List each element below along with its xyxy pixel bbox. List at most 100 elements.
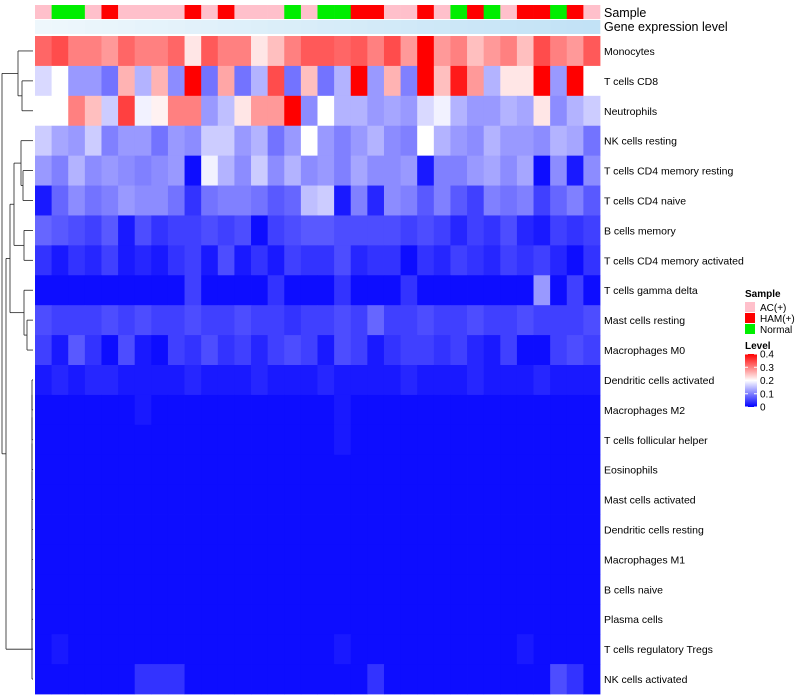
- heatmap-cell-8-27: [483, 275, 501, 306]
- heatmap-cell-12-4: [101, 394, 119, 426]
- heatmap-cell-11-1: [51, 365, 69, 396]
- heatmap-cell-9-12: [234, 305, 252, 336]
- heatmap-cell-19-27: [483, 604, 501, 635]
- heatmap-cell-7-2: [68, 245, 86, 276]
- sample-cell-2: [68, 5, 86, 19]
- heatmap-cell-16-6: [134, 514, 152, 545]
- heatmap-cell-5-30: [533, 185, 551, 216]
- heatmap-cell-2-13: [251, 95, 269, 127]
- heatmap-cell-20-3: [84, 634, 102, 665]
- heatmap-cell-15-13: [251, 484, 269, 515]
- heatmap-cell-10-27: [483, 335, 501, 366]
- heatmap-cell-20-20: [367, 634, 385, 665]
- heatmap-cell-6-10: [201, 215, 219, 246]
- heatmap-cell-8-24: [433, 275, 451, 306]
- row-label-14: Eosinophils: [604, 465, 658, 477]
- heatmap-cells: [35, 36, 601, 695]
- heatmap-cell-1-29: [516, 65, 534, 97]
- heatmap-cell-12-20: [367, 394, 385, 426]
- heatmap-cell-5-8: [167, 185, 185, 216]
- heatmap-cell-15-25: [450, 484, 468, 515]
- heatmap-cell-0-13: [251, 36, 269, 67]
- heatmap-cell-3-12: [234, 125, 252, 157]
- heatmap-cell-2-20: [367, 95, 385, 127]
- sample-cell-19: [350, 5, 368, 19]
- heatmap-cell-1-30: [533, 65, 551, 97]
- heatmap-cell-8-12: [234, 275, 252, 306]
- heatmap-cell-1-14: [267, 65, 285, 97]
- heatmap-cell-8-15: [284, 275, 302, 306]
- heatmap-cell-16-9: [184, 514, 202, 545]
- heatmap-cell-17-8: [167, 544, 185, 575]
- heatmap-cell-4-6: [134, 155, 152, 186]
- heatmap-cell-3-22: [400, 125, 418, 157]
- heatmap-cell-5-20: [367, 185, 385, 216]
- heatmap-cell-20-28: [500, 634, 518, 665]
- heatmap-cell-12-27: [483, 394, 501, 426]
- heatmap-cell-8-31: [550, 275, 568, 306]
- heatmap-cell-8-11: [217, 275, 235, 306]
- sample-cell-20: [367, 5, 385, 19]
- heatmap-cell-2-16: [300, 95, 318, 127]
- heatmap-cell-12-0: [35, 394, 53, 426]
- heatmap-cell-4-25: [450, 155, 468, 186]
- gene-cell-8: [167, 20, 185, 34]
- heatmap-cell-10-26: [467, 335, 485, 366]
- heatmap-cell-1-24: [433, 65, 451, 97]
- sample-cell-33: [583, 5, 601, 19]
- heatmap-cell-3-3: [84, 125, 102, 157]
- heatmap-cell-1-9: [184, 65, 202, 97]
- gene-cell-7: [151, 20, 169, 34]
- heatmap-cell-9-25: [450, 305, 468, 336]
- heatmap-cell-6-12: [234, 215, 252, 246]
- heatmap-cell-13-29: [516, 424, 534, 456]
- heatmap-cell-4-18: [334, 155, 352, 186]
- heatmap-cell-3-10: [201, 125, 219, 157]
- heatmap-cell-2-17: [317, 95, 335, 127]
- heatmap-cell-15-2: [68, 484, 86, 515]
- heatmap-cell-3-16: [300, 125, 318, 157]
- heatmap-cell-10-0: [35, 335, 53, 366]
- heatmap-cell-11-7: [151, 365, 169, 396]
- heatmap-cell-0-6: [134, 36, 152, 67]
- heatmap-cell-7-24: [433, 245, 451, 276]
- heatmap-cell-11-6: [134, 365, 152, 396]
- heatmap-cell-0-23: [417, 36, 435, 67]
- gene-cell-27: [483, 20, 501, 34]
- level-legend-label-0: 0.4: [760, 350, 774, 361]
- sample-cell-25: [450, 5, 468, 19]
- row-label-6: B cells memory: [604, 225, 677, 237]
- gene-cell-26: [467, 20, 484, 34]
- heatmap-cell-2-33: [583, 95, 601, 127]
- heatmap-cell-7-14: [267, 245, 285, 276]
- heatmap-cell-17-18: [334, 544, 352, 575]
- heatmap-cell-7-22: [400, 245, 418, 276]
- heatmap-cell-8-2: [68, 275, 86, 306]
- heatmap-cell-15-19: [350, 484, 368, 515]
- heatmap-cell-17-28: [500, 544, 518, 575]
- heatmap-cell-2-25: [450, 95, 468, 127]
- heatmap-cell-4-21: [383, 155, 401, 186]
- heatmap-cell-14-4: [101, 454, 119, 486]
- heatmap-cell-2-11: [217, 95, 235, 127]
- heatmap-cell-18-31: [550, 574, 568, 605]
- gene-cell-17: [317, 20, 335, 34]
- heatmap-cell-0-21: [383, 36, 401, 67]
- heatmap-cell-3-21: [383, 125, 401, 157]
- heatmap-cell-6-24: [433, 215, 451, 246]
- heatmap-cell-2-7: [151, 95, 169, 127]
- heatmap-cell-12-29: [516, 394, 534, 426]
- heatmap-cell-19-21: [383, 604, 401, 635]
- heatmap-cell-4-29: [516, 155, 534, 186]
- heatmap-cell-17-17: [317, 544, 335, 575]
- heatmap-cell-9-0: [35, 305, 53, 336]
- heatmap-cell-8-33: [583, 275, 601, 306]
- heatmap-cell-8-1: [51, 275, 69, 306]
- heatmap-cell-16-0: [35, 514, 53, 545]
- heatmap-cell-18-10: [201, 574, 219, 605]
- gene-cell-3: [84, 20, 102, 34]
- heatmap-cell-20-1: [51, 634, 69, 665]
- sample-legend-label-1: HAM(+): [760, 314, 795, 325]
- gene-cell-24: [433, 20, 451, 34]
- heatmap-cell-9-15: [284, 305, 302, 336]
